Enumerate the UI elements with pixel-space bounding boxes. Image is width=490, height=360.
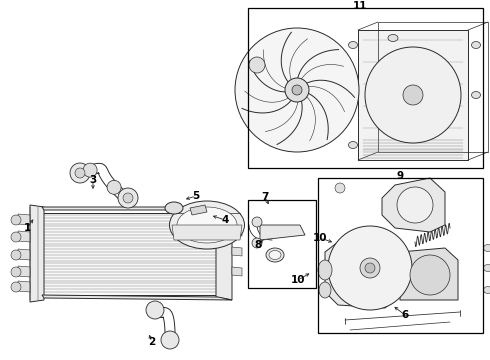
Circle shape bbox=[328, 226, 412, 310]
Ellipse shape bbox=[348, 141, 358, 148]
Polygon shape bbox=[18, 231, 30, 242]
Text: 10: 10 bbox=[313, 233, 327, 243]
Circle shape bbox=[123, 193, 133, 203]
Circle shape bbox=[360, 258, 380, 278]
Ellipse shape bbox=[165, 202, 183, 214]
Circle shape bbox=[11, 282, 21, 292]
Polygon shape bbox=[382, 178, 445, 232]
Polygon shape bbox=[18, 266, 30, 277]
Polygon shape bbox=[18, 214, 30, 225]
Circle shape bbox=[83, 163, 97, 177]
Text: 1: 1 bbox=[24, 223, 31, 233]
Polygon shape bbox=[42, 207, 232, 210]
Text: 7: 7 bbox=[261, 192, 269, 202]
Text: 8: 8 bbox=[254, 240, 262, 250]
Circle shape bbox=[285, 78, 309, 102]
Polygon shape bbox=[400, 248, 458, 300]
Circle shape bbox=[75, 168, 85, 178]
Polygon shape bbox=[18, 281, 30, 292]
Circle shape bbox=[335, 183, 345, 193]
Polygon shape bbox=[232, 267, 242, 276]
Ellipse shape bbox=[348, 41, 358, 49]
Text: 10: 10 bbox=[291, 275, 305, 285]
Polygon shape bbox=[18, 249, 30, 260]
Circle shape bbox=[235, 28, 359, 152]
Circle shape bbox=[11, 250, 21, 260]
Circle shape bbox=[107, 180, 121, 194]
Ellipse shape bbox=[484, 265, 490, 271]
Circle shape bbox=[365, 263, 375, 273]
Circle shape bbox=[252, 217, 262, 227]
Ellipse shape bbox=[484, 287, 490, 293]
Bar bbox=[318, 178, 483, 333]
Polygon shape bbox=[358, 30, 468, 160]
Ellipse shape bbox=[471, 91, 481, 99]
Ellipse shape bbox=[319, 282, 331, 298]
Text: 2: 2 bbox=[148, 337, 156, 347]
Text: 6: 6 bbox=[401, 310, 409, 320]
Circle shape bbox=[11, 215, 21, 225]
Circle shape bbox=[292, 85, 302, 95]
Circle shape bbox=[146, 301, 164, 319]
Bar bbox=[248, 200, 316, 288]
Text: 11: 11 bbox=[353, 1, 367, 11]
Ellipse shape bbox=[266, 248, 284, 262]
Circle shape bbox=[11, 232, 21, 242]
Polygon shape bbox=[42, 213, 218, 295]
Ellipse shape bbox=[318, 260, 332, 280]
Circle shape bbox=[252, 238, 262, 248]
Polygon shape bbox=[172, 225, 242, 240]
Polygon shape bbox=[260, 225, 305, 240]
Polygon shape bbox=[30, 205, 44, 302]
Polygon shape bbox=[232, 227, 242, 236]
Ellipse shape bbox=[388, 35, 398, 41]
Circle shape bbox=[410, 255, 450, 295]
Ellipse shape bbox=[471, 41, 481, 49]
Ellipse shape bbox=[269, 251, 281, 260]
Polygon shape bbox=[190, 205, 207, 215]
Polygon shape bbox=[216, 213, 232, 300]
Polygon shape bbox=[325, 242, 400, 308]
Ellipse shape bbox=[484, 244, 490, 252]
Circle shape bbox=[365, 47, 461, 143]
Ellipse shape bbox=[170, 201, 245, 249]
Circle shape bbox=[249, 57, 265, 73]
Polygon shape bbox=[232, 247, 242, 256]
Circle shape bbox=[70, 163, 90, 183]
Text: 9: 9 bbox=[396, 171, 404, 181]
Circle shape bbox=[403, 85, 423, 105]
Text: 4: 4 bbox=[221, 215, 229, 225]
Text: 5: 5 bbox=[193, 191, 199, 201]
Bar bbox=[248, 8, 483, 168]
Circle shape bbox=[118, 188, 138, 208]
Ellipse shape bbox=[177, 207, 237, 243]
Circle shape bbox=[161, 331, 179, 349]
Circle shape bbox=[397, 187, 433, 223]
Circle shape bbox=[11, 267, 21, 277]
Text: 3: 3 bbox=[89, 175, 97, 185]
Polygon shape bbox=[42, 295, 232, 300]
